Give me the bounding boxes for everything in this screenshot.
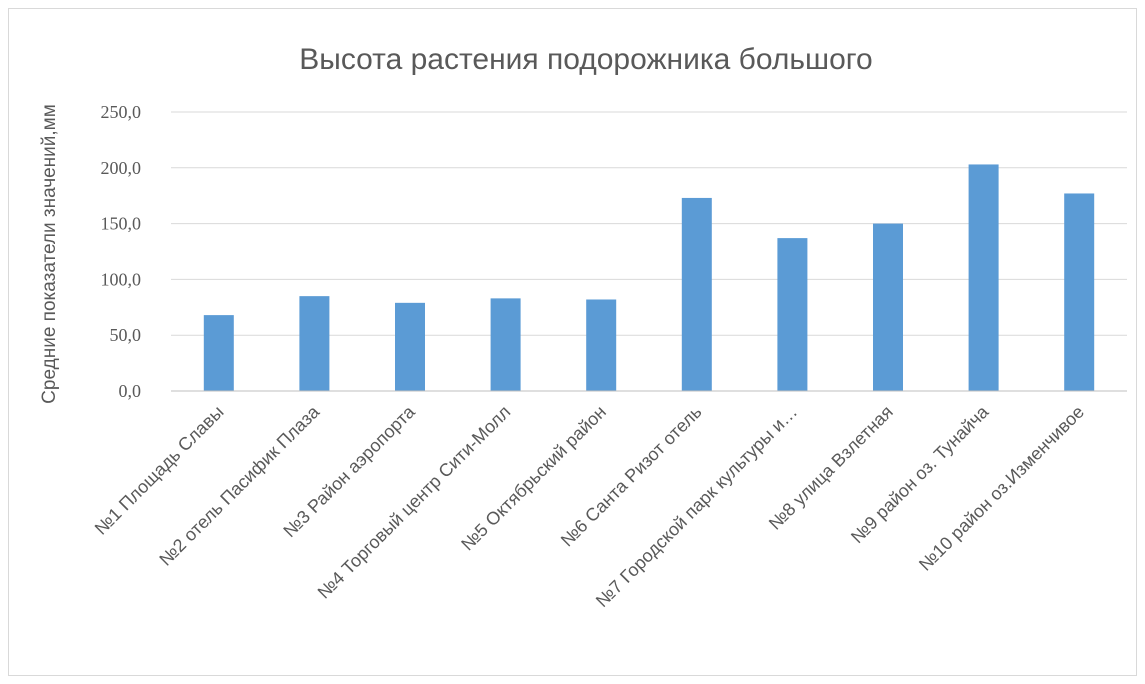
bar bbox=[395, 303, 425, 391]
x-tick-label: №2 отель Пасифик Плаза bbox=[155, 401, 324, 570]
chart-title: Высота растения подорожника большого bbox=[299, 43, 872, 76]
y-tick-label: 150,0 bbox=[101, 214, 142, 234]
bar-chart: Высота растения подорожника большого Сре… bbox=[9, 9, 1138, 677]
x-tick-label: №4 Торговый центр Сити-Молл bbox=[313, 402, 514, 603]
bar bbox=[777, 238, 807, 391]
bar bbox=[491, 298, 521, 391]
bar bbox=[204, 315, 234, 391]
y-tick-label: 50,0 bbox=[110, 325, 142, 345]
x-tick-label: №7 Городской парк культуры и… bbox=[592, 402, 801, 611]
y-tick-label: 250,0 bbox=[101, 102, 142, 122]
bar bbox=[682, 198, 712, 391]
bar bbox=[873, 224, 903, 391]
x-tick-label: №10 район оз.Изменчивое bbox=[915, 402, 1088, 575]
bar bbox=[1064, 193, 1094, 391]
y-tick-label: 100,0 bbox=[101, 269, 142, 289]
chart-frame: Высота растения подорожника большого Сре… bbox=[8, 8, 1137, 676]
y-axis-ticks: 0,0 50,0 100,0 150,0 200,0 250,0 bbox=[101, 102, 142, 401]
bar bbox=[586, 299, 616, 391]
bar bbox=[299, 296, 329, 391]
y-axis-label: Средние показатели значений,мм bbox=[39, 104, 60, 404]
bars bbox=[204, 164, 1094, 391]
y-tick-label: 200,0 bbox=[101, 158, 142, 178]
y-tick-label: 0,0 bbox=[119, 381, 142, 401]
bar bbox=[969, 164, 999, 391]
